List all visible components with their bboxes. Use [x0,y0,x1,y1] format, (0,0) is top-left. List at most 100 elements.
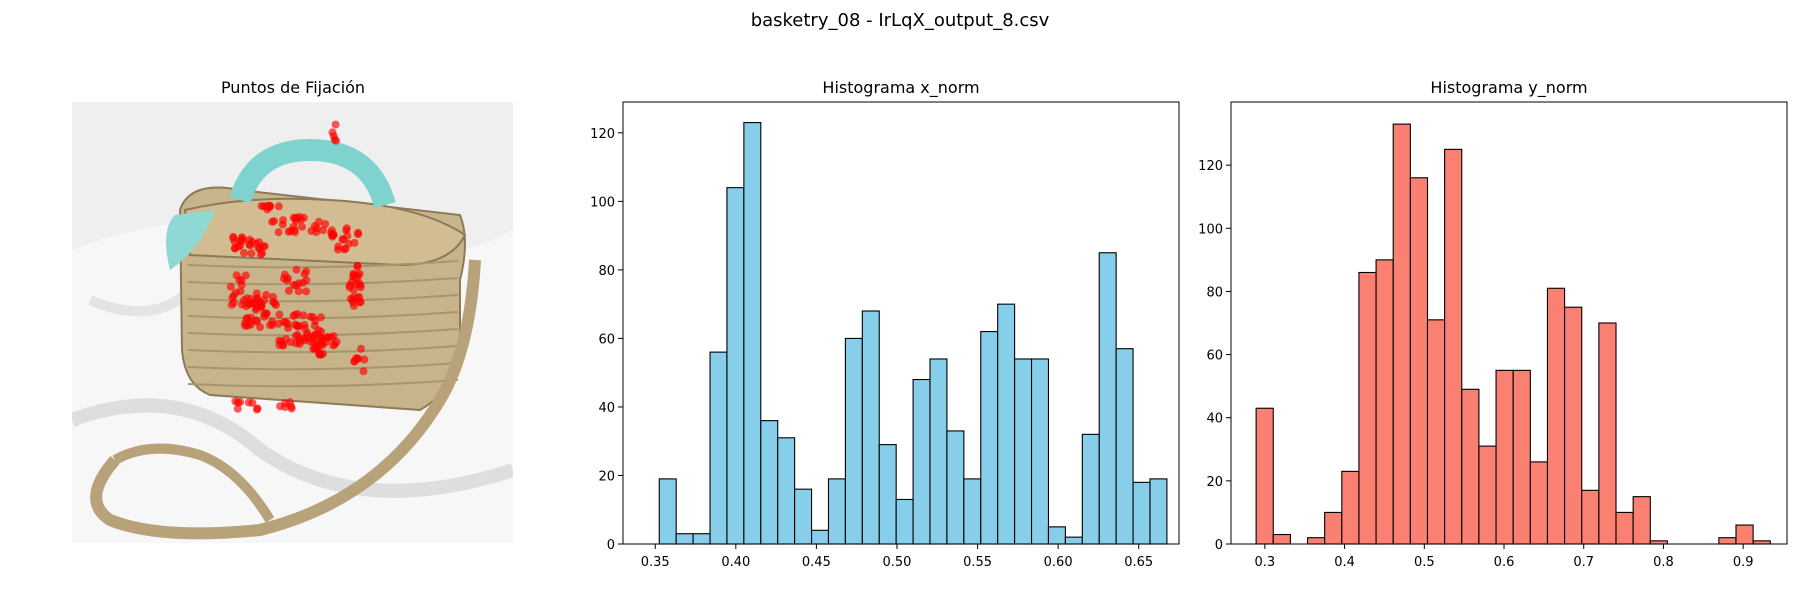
histogram-bar [1047,526,1066,545]
axes-frame [1230,101,1788,545]
histogram-bar [1512,369,1531,545]
figure-suptitle: basketry_08 - IrLqX_output_8.csv [751,10,1050,31]
y-tick-label: 60 [598,332,615,347]
x-tick-label: 0.35 [641,555,670,570]
fixation-point [253,405,261,414]
histogram-bar [1564,306,1583,545]
histogram-bar [827,478,846,545]
x-tick-label: 0.50 [882,555,911,570]
fixation-point [270,299,279,308]
histogram-bar [1255,407,1274,545]
x-tick-label: 0.3 [1255,555,1276,570]
fixation-point [299,278,307,287]
y-tick-label: 0 [1215,538,1223,553]
fixation-point [226,282,235,291]
histogram-bar [692,533,711,545]
fixation-point [248,237,257,246]
y-tick-label: 40 [598,401,615,416]
histogram-bar [1495,369,1514,545]
fixation-point [278,220,287,229]
fixation-point [234,398,242,407]
histogram-bar [1461,388,1480,545]
fixation-point [317,334,326,343]
fixation-point [348,277,356,286]
fixation-point [230,244,239,253]
cloth-crease [72,398,513,498]
fixation-point [352,354,361,363]
fixation-point [253,317,261,326]
fixation-point [299,213,308,222]
fixation-point [284,286,293,295]
y-tick-label: 80 [1206,285,1223,300]
fixation-point [255,244,264,253]
fixation-point [242,314,251,323]
histogram-bar [1529,461,1549,545]
fixation-point [299,311,308,320]
fixation-point [349,298,357,306]
histogram-bar [1064,536,1083,545]
x-tick-label: 0.5 [1414,555,1435,570]
fixation-point [353,262,362,271]
fixation-point [309,333,318,342]
y-tick-label: 0 [607,538,615,553]
histogram-bar [1598,322,1617,545]
fixation-point [229,232,238,241]
fixation-point [270,217,279,226]
fixation-point [248,398,257,407]
fixation-point [291,310,300,319]
x-tick-label: 0.9 [1733,555,1754,570]
fixation-point [260,312,269,321]
histogram-bar [658,478,677,545]
y-tick-label: 60 [1206,349,1223,364]
histogram-bar [794,488,813,545]
y-tick-label: 100 [1198,222,1223,237]
fixation-point [359,367,368,376]
y-tick-label: 120 [1198,159,1223,174]
histogram-bar [1030,358,1050,545]
histogram-bar [844,337,863,545]
histogram-x-norm: Histograma x_norm 0.35 0.40 0.45 0.50 0.55 0.… [590,78,1180,570]
histogram-bar [1306,537,1326,545]
fixation-point [312,224,321,233]
histogram-bar [946,430,965,545]
fixation-point [328,232,337,241]
fixation-point [329,332,338,341]
fixation-point [238,236,247,245]
fixation-point [227,300,236,309]
fixation-point [252,289,261,298]
fixation-point [257,202,266,211]
histogram-bar [980,331,999,545]
fixation-point [334,242,343,251]
basket-weave-line [187,379,459,388]
fixation-points [226,120,369,414]
histogram-bar [811,529,830,545]
histogram-bar [777,437,796,545]
basket-weave-line [187,294,459,303]
fixation-image-panel: Puntos de Fijación [72,78,513,543]
y-tick-label: 100 [590,195,615,210]
x-tick-label: 0.6 [1494,555,1515,570]
y-tick-label: 120 [590,127,615,142]
fixation-point [293,330,302,339]
fixation-point [229,291,238,300]
histogram-bar [1632,496,1651,545]
braided-strap [90,259,481,540]
fixation-point [319,226,327,235]
histogram-bar [675,533,694,545]
fixation-point [292,213,301,222]
fixation-point [240,248,248,257]
fixation-point [331,120,340,129]
y-tick-label: 20 [598,469,615,484]
histogram-y-norm: Histograma y_norm 0.3 0.4 0.5 0.6 0.7 0.8 0.9 0… [1198,78,1788,570]
histogram-bar [1735,524,1754,545]
histogram-bar [1546,287,1566,545]
fixation-point [317,350,326,359]
histogram-bar [1444,148,1463,545]
hist-y-title: Histograma y_norm [1430,78,1587,98]
fixation-point [277,337,286,346]
fixation-point [275,310,284,319]
histogram-bar [878,444,897,545]
fixation-point [349,286,358,294]
fixation-point [328,128,337,137]
